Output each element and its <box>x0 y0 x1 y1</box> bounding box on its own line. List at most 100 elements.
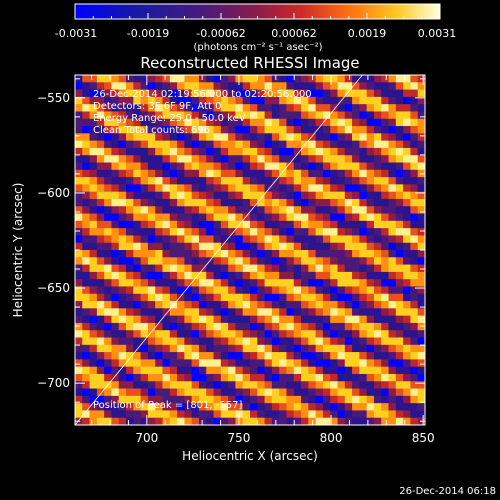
heatmap-cell <box>366 403 375 411</box>
x-tick-label: 750 <box>227 431 250 445</box>
heatmap-cell <box>293 162 302 171</box>
heatmap-cell <box>126 118 134 127</box>
heatmap-cell <box>147 104 156 112</box>
heatmap-cell <box>359 417 368 425</box>
heatmap-cell <box>228 220 236 229</box>
heatmap-cell <box>104 242 112 251</box>
heatmap-cell <box>220 293 229 302</box>
heatmap-cell <box>352 322 360 331</box>
heatmap-cell <box>388 337 397 346</box>
heatmap-cell <box>279 220 287 229</box>
heatmap-cell <box>155 177 163 185</box>
heatmap-cell <box>293 111 302 120</box>
heatmap-cell <box>235 388 244 397</box>
heatmap-cell <box>322 337 331 346</box>
heatmap-cell <box>271 198 280 207</box>
heatmap-cell <box>242 315 251 324</box>
heatmap-cell <box>322 417 331 425</box>
heatmap-cell <box>140 381 149 389</box>
heatmap-cell <box>111 177 120 185</box>
heatmap-cell <box>169 155 178 163</box>
heatmap-cell <box>140 126 149 134</box>
heatmap-cell <box>111 381 120 389</box>
heatmap-cell <box>89 250 98 258</box>
heatmap-cell <box>118 293 127 302</box>
heatmap-cell <box>250 75 258 83</box>
heatmap-cell <box>191 286 200 295</box>
heatmap-cell <box>271 279 280 287</box>
heatmap-cell <box>301 191 309 200</box>
heatmap-cell <box>169 366 178 375</box>
heatmap-cell <box>184 257 193 265</box>
heatmap-cell <box>162 337 171 346</box>
heatmap-cell <box>344 381 353 389</box>
heatmap-cell <box>315 315 324 324</box>
heatmap-cell <box>184 235 193 244</box>
heatmap-cell <box>228 417 236 425</box>
heatmap-cell <box>315 330 324 338</box>
heatmap-cell <box>381 395 389 404</box>
heatmap-cell <box>271 89 280 98</box>
heatmap-cell <box>213 395 222 404</box>
heatmap-cell <box>213 315 222 324</box>
heatmap-cell <box>89 75 98 83</box>
heatmap-cell <box>308 96 317 105</box>
heatmap-cell <box>89 388 98 397</box>
heatmap-cell <box>352 315 360 324</box>
heatmap-cell <box>191 381 200 389</box>
heatmap-cell <box>417 96 425 105</box>
heatmap-cell <box>206 242 214 251</box>
heatmap-cell <box>337 104 346 112</box>
heatmap-cell <box>162 82 171 90</box>
heatmap-cell <box>381 133 389 142</box>
heatmap-cell <box>381 235 389 244</box>
heatmap-cell <box>315 403 324 411</box>
heatmap-cell <box>242 177 251 185</box>
heatmap-cell <box>257 301 265 309</box>
heatmap-cell <box>191 279 200 287</box>
heatmap-cell <box>228 228 236 236</box>
heatmap-cell <box>250 410 258 419</box>
heatmap-cell <box>96 242 105 251</box>
heatmap-cell <box>177 177 185 185</box>
heatmap-cell <box>213 359 222 368</box>
heatmap-cell <box>126 169 134 178</box>
heatmap-cell <box>257 359 265 368</box>
heatmap-cell <box>155 220 163 229</box>
heatmap-cell <box>264 271 273 280</box>
heatmap-cell <box>111 118 120 127</box>
heatmap-cell <box>220 330 229 338</box>
heatmap-cell <box>322 271 331 280</box>
heatmap-cell <box>388 133 397 142</box>
heatmap-cell <box>162 75 171 83</box>
heatmap-cell <box>147 301 156 309</box>
heatmap-cell <box>198 191 207 200</box>
heatmap-cell <box>322 410 331 419</box>
heatmap-cell <box>147 118 156 127</box>
heatmap-cell <box>220 220 229 229</box>
heatmap-cell <box>301 286 309 295</box>
heatmap-cell <box>410 293 419 302</box>
heatmap-cell <box>111 140 120 149</box>
heatmap-cell <box>279 359 287 368</box>
heatmap-cell <box>177 89 185 98</box>
heatmap-cell <box>206 344 214 353</box>
heatmap-cell <box>213 228 222 236</box>
heatmap-cell <box>184 315 193 324</box>
heatmap-cell <box>337 403 346 411</box>
heatmap-cell <box>315 213 324 222</box>
heatmap-cell <box>293 315 302 324</box>
heatmap-cell <box>177 403 185 411</box>
heatmap-cell <box>373 169 382 178</box>
heatmap-cell <box>417 395 425 404</box>
heatmap-cell <box>403 111 411 120</box>
heatmap-cell <box>322 162 331 171</box>
heatmap-cell <box>315 301 324 309</box>
heatmap-cell <box>111 271 120 280</box>
heatmap-cell <box>352 337 360 346</box>
heatmap-cell <box>301 111 309 120</box>
heatmap-cell <box>410 381 419 389</box>
heatmap-cell <box>403 381 411 389</box>
heatmap-cell <box>177 250 185 258</box>
heatmap-cell <box>111 417 120 425</box>
